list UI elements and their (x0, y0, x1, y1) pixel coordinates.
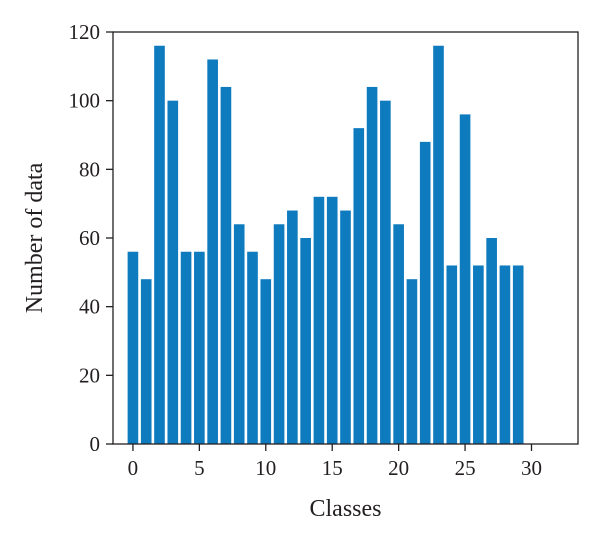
bar-class-10 (260, 279, 272, 444)
bar-class-20 (393, 224, 404, 444)
bar-class-19 (380, 100, 391, 445)
bar-class-24 (446, 265, 458, 444)
y-axis-title: Number of data (22, 162, 48, 313)
bar-class-25 (459, 114, 471, 445)
y-tick-label: 120 (69, 20, 101, 44)
bar-class-9 (247, 251, 258, 444)
y-axis-ticks: 0 20 40 60 80 100 120 (69, 20, 113, 456)
bar-class-3 (167, 100, 179, 445)
y-tick-label: 100 (69, 89, 101, 113)
bar-class-15 (326, 196, 338, 444)
x-axis-ticks: 0 5 10 15 20 25 30 (128, 444, 542, 480)
x-tick-label: 15 (322, 456, 343, 480)
bar-class-17 (353, 128, 365, 444)
x-tick-label: 20 (388, 456, 409, 480)
bar-class-18 (366, 86, 378, 444)
bar-class-7 (220, 86, 232, 444)
bar-class-21 (406, 279, 418, 444)
y-tick-label: 80 (79, 157, 100, 181)
bar-class-5 (194, 251, 205, 444)
bar-class-0 (127, 251, 139, 444)
bar-class-23 (433, 45, 444, 444)
bar-class-16 (340, 210, 351, 444)
bar-class-1 (140, 279, 152, 444)
x-tick-label: 10 (255, 456, 276, 480)
x-tick-label: 30 (521, 456, 542, 480)
bar-class-6 (207, 59, 218, 444)
bar-class-28 (499, 265, 511, 444)
bars-group (127, 45, 524, 445)
y-tick-label: 60 (79, 226, 100, 250)
x-tick-label: 0 (128, 456, 139, 480)
bar-class-14 (313, 196, 325, 444)
bar-class-27 (486, 238, 497, 444)
bar-class-13 (300, 238, 311, 444)
y-tick-label: 40 (79, 295, 100, 319)
bar-class-11 (273, 224, 285, 444)
bar-class-8 (233, 224, 245, 444)
x-tick-label: 5 (194, 456, 205, 480)
y-tick-label: 20 (79, 363, 100, 387)
bar-class-26 (473, 265, 484, 444)
bar-class-22 (419, 141, 431, 444)
bar-class-4 (180, 251, 192, 444)
x-axis-title: Classes (310, 496, 382, 522)
bar-class-12 (287, 210, 298, 444)
x-tick-label: 25 (455, 456, 476, 480)
bar-class-2 (154, 45, 165, 444)
y-tick-label: 0 (90, 432, 101, 456)
bar-class-29 (512, 265, 524, 444)
